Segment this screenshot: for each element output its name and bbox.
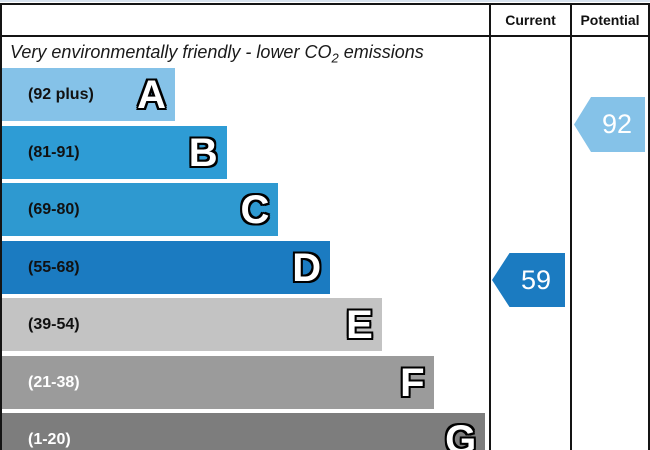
rating-band-e: (39-54) E (2, 298, 382, 351)
top-edge-strip (0, 0, 650, 2)
band-letter: F (400, 360, 425, 405)
band-range-label: (55-68) (28, 258, 80, 276)
potential-column-divider (570, 3, 572, 450)
chart-border (0, 3, 650, 450)
chart-title: Very environmentally friendly - lower CO… (10, 38, 488, 66)
band-letter: D (292, 245, 322, 290)
band-letter: A (137, 73, 166, 117)
chart-title-subscript: 2 (331, 50, 339, 66)
potential-rating-arrow: 92 (574, 97, 645, 152)
rating-band-g: (1-20) G (2, 413, 486, 450)
current-rating-value: 59 (520, 265, 552, 295)
rating-band-c: (69-80) C (2, 183, 279, 236)
potential-rating-value: 92 (601, 109, 633, 139)
band-range-label: (69-80) (28, 201, 80, 218)
current-rating-arrow: 59 (492, 253, 565, 307)
rating-band-b: (81-91) B (2, 125, 227, 179)
band-range-label: (21-38) (28, 373, 80, 391)
current-column-divider (489, 3, 491, 450)
band-letter: G (445, 418, 477, 450)
column-header-potential: Potential (580, 12, 640, 28)
chart-title-text: Very environmentally friendly - lower CO (10, 42, 332, 62)
band-range-label: (1-20) (28, 431, 71, 448)
band-range-label: (92 plus) (28, 86, 94, 103)
rating-band-f: (21-38) F (2, 355, 434, 409)
column-header-current: Current (505, 12, 556, 28)
header-separator-line (0, 35, 650, 37)
rating-band-d: (55-68) D (2, 240, 331, 294)
band-range-label: (81-91) (28, 143, 80, 161)
rating-band-a: (92 plus) A (2, 68, 175, 121)
band-letter: E (346, 303, 373, 347)
band-letter: C (240, 188, 270, 232)
band-letter: B (188, 130, 218, 175)
band-range-label: (39-54) (28, 316, 80, 333)
chart-title-text-end: emissions (338, 42, 424, 62)
